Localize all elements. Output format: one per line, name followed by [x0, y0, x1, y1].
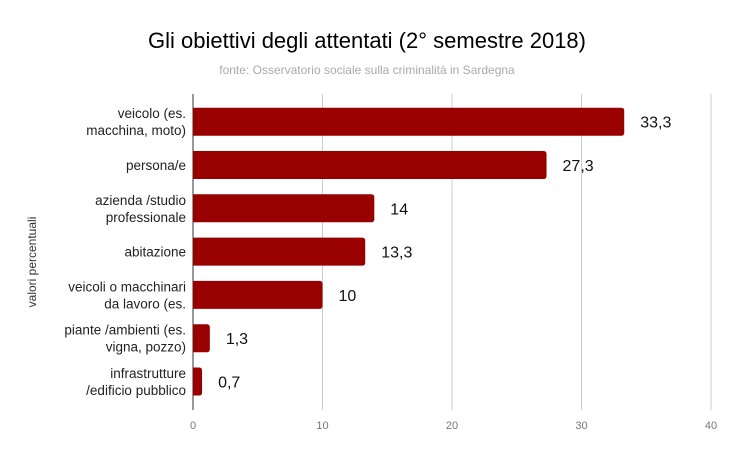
x-tick-label: 40: [705, 420, 717, 432]
category-label: veicoli o macchinari: [68, 279, 186, 294]
data-label: 0,7: [218, 375, 240, 392]
data-label: 13,3: [381, 245, 412, 262]
chart-title: Gli obiettivi degli attentati (2° semest…: [148, 28, 586, 53]
category-label: macchina, moto): [86, 123, 186, 138]
category-label: abitazione: [124, 245, 186, 260]
bar: [193, 237, 366, 266]
bar: [193, 151, 547, 179]
x-tick-label: 20: [446, 420, 458, 432]
bar: [193, 324, 210, 353]
category-label: /edificio pubblico: [86, 383, 186, 398]
data-label: 27,3: [563, 158, 594, 175]
category-label: infrastrutture: [110, 366, 186, 381]
category-label: vigna, pozzo): [106, 340, 186, 355]
category-label: azienda /studio: [95, 193, 186, 208]
x-tick-label: 30: [575, 420, 587, 432]
x-tick-label: 10: [316, 420, 328, 432]
chart-subtitle: fonte: Osservatorio sociale sulla crimin…: [219, 63, 515, 77]
category-label: piante /ambienti (es.: [64, 323, 186, 338]
bar: [193, 367, 203, 396]
bar: [193, 107, 625, 136]
bar: [193, 194, 375, 223]
category-label: professionale: [106, 210, 186, 225]
bar: [193, 280, 323, 309]
data-label: 1,3: [226, 331, 248, 348]
x-tick-label: 0: [190, 420, 196, 432]
data-label: 14: [390, 201, 408, 218]
data-label: 10: [339, 288, 357, 305]
category-label: veicolo (es.: [118, 106, 186, 121]
category-label: da lavoro (es.: [104, 296, 186, 311]
data-label: 33,3: [640, 115, 671, 132]
category-label: persona/e: [126, 158, 186, 173]
y-axis-label: valori percentuali: [25, 217, 39, 308]
